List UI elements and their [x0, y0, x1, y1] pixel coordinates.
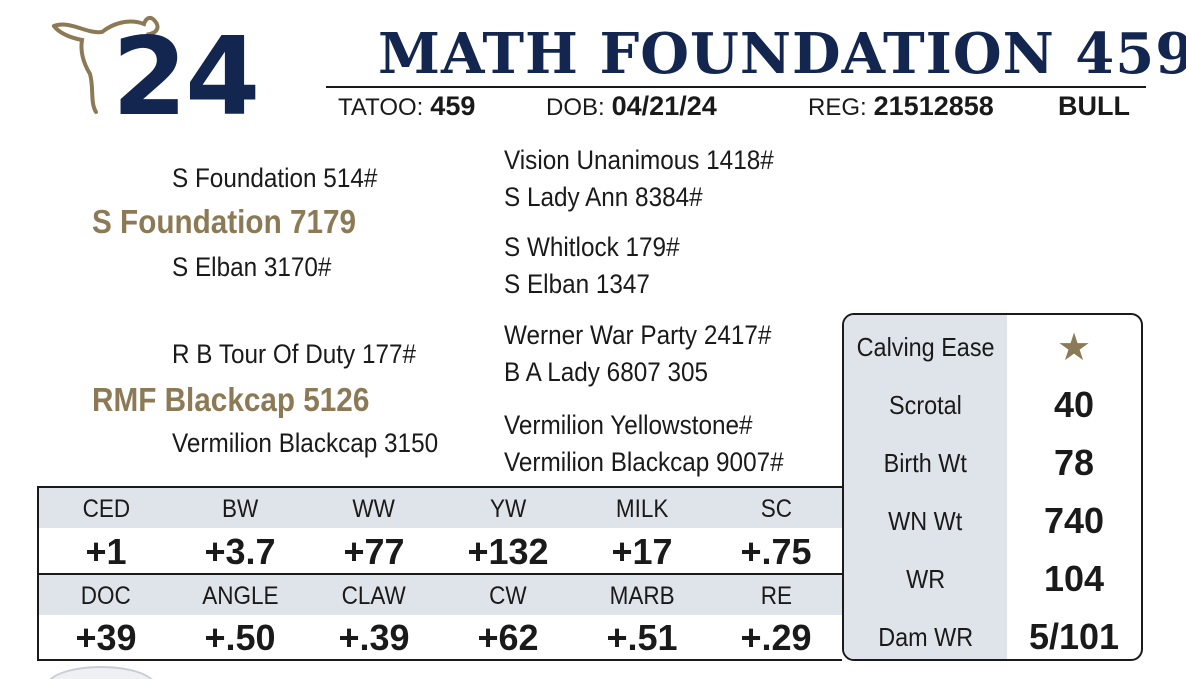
epd-label: ANGLE [201, 582, 279, 610]
dob-label: DOB: [546, 94, 605, 121]
epd-value: +17 [611, 531, 673, 572]
registration-label: REG: [808, 94, 867, 121]
stat-label: Birth Wt [883, 447, 968, 478]
sire-dam: S Elban 3170# [172, 252, 332, 282]
sire-sire-dam: S Lady Ann 8384# [504, 182, 703, 212]
sire-sire: S Foundation 514# [172, 163, 378, 193]
epd-row-divider [39, 573, 842, 575]
dam-dam: Vermilion Blackcap 3150 [172, 428, 439, 458]
stat-value: 40 [1053, 384, 1095, 425]
epd-label: RE [760, 582, 792, 610]
dam-dam-dam: Vermilion Blackcap 9007# [504, 447, 784, 477]
epd-value: +62 [477, 617, 539, 658]
epd-header-band [39, 488, 842, 528]
stat-value: 5/101 [1028, 616, 1120, 657]
dob-value: 04/21/24 [611, 91, 717, 121]
header-divider [326, 86, 1146, 88]
epd-label: MARB [609, 582, 675, 610]
epd-label: CLAW [341, 582, 407, 610]
epd-value: +.51 [606, 617, 678, 658]
seal-badge [46, 666, 156, 679]
registration-field: REG: 21512858 [808, 93, 994, 120]
tattoo-value: 459 [430, 91, 476, 121]
epd-value: +.50 [204, 617, 276, 658]
stat-label: Scrotal [889, 389, 962, 420]
epd-label: YW [489, 495, 527, 523]
epd-label: BW [221, 495, 259, 523]
dam-sire-dam: B A Lady 6807 305 [504, 357, 709, 387]
epd-value: +.29 [740, 617, 812, 658]
epd-label: DOC [80, 582, 132, 610]
epd-label: WW [352, 495, 396, 523]
sire-dam-dam: S Elban 1347 [504, 269, 650, 299]
epd-header-band [39, 575, 842, 615]
sex-label: BULL [1058, 91, 1130, 121]
stat-row-birth-wt: Birth Wt 78 [844, 434, 1141, 492]
epd-value: +77 [343, 531, 405, 572]
epd-label: CW [489, 582, 527, 610]
dam-sire-sire: Werner War Party 2417# [504, 320, 772, 350]
lot-number: 24 [112, 15, 260, 140]
epd-value: +39 [75, 617, 137, 658]
epd-value: +1 [85, 531, 127, 572]
stat-label: WN Wt [888, 505, 963, 536]
epd-label: CED [82, 495, 130, 523]
animal-name: MATH FOUNDATION 459 [378, 21, 1186, 87]
stat-row-wn-wt: WN Wt 740 [844, 492, 1141, 550]
epd-value: +132 [467, 531, 549, 572]
epd-table: CED BW WW YW MILK SC +1 +3.7 +77 +132 +1… [37, 486, 842, 661]
stat-label: Dam WR [878, 621, 973, 652]
stat-row-dam-wr: Dam WR 5/101 [844, 608, 1141, 659]
stat-value: 104 [1043, 558, 1105, 599]
dam-sire: R B Tour Of Duty 177# [172, 339, 417, 369]
epd-value: +.39 [338, 617, 410, 658]
registration-value: 21512858 [873, 91, 994, 121]
epd-value: +.75 [740, 531, 812, 572]
cow-head-outline-icon [52, 15, 167, 114]
star-icon: ★ [1056, 326, 1092, 369]
stat-row-wr: WR 104 [844, 550, 1141, 608]
dob-field: DOB: 04/21/24 [546, 93, 717, 120]
epd-label: MILK [615, 495, 669, 523]
stat-value: 740 [1043, 500, 1105, 541]
stat-value: 78 [1053, 442, 1095, 483]
stat-label: WR [905, 563, 945, 594]
stat-row-calving-ease: Calving Ease ★ [844, 318, 1141, 376]
stat-label: Calving Ease [856, 331, 995, 362]
sire-name: S Foundation 7179 [92, 203, 357, 240]
performance-stats-box: Calving Ease ★ Scrotal 40 Birth Wt 78 WN… [842, 313, 1143, 661]
tattoo-field: TATOO: 459 [338, 93, 475, 120]
sire-sire-sire: Vision Unanimous 1418# [504, 145, 774, 175]
tattoo-label: TATOO: [338, 94, 424, 121]
epd-value: +3.7 [204, 531, 276, 572]
stats-label-column [844, 315, 1007, 659]
sire-dam-sire: S Whitlock 179# [504, 232, 680, 262]
dam-name: RMF Blackcap 5126 [92, 381, 370, 418]
dam-dam-sire: Vermilion Yellowstone# [504, 410, 753, 440]
epd-label: SC [760, 495, 792, 523]
stat-row-scrotal: Scrotal 40 [844, 376, 1141, 434]
